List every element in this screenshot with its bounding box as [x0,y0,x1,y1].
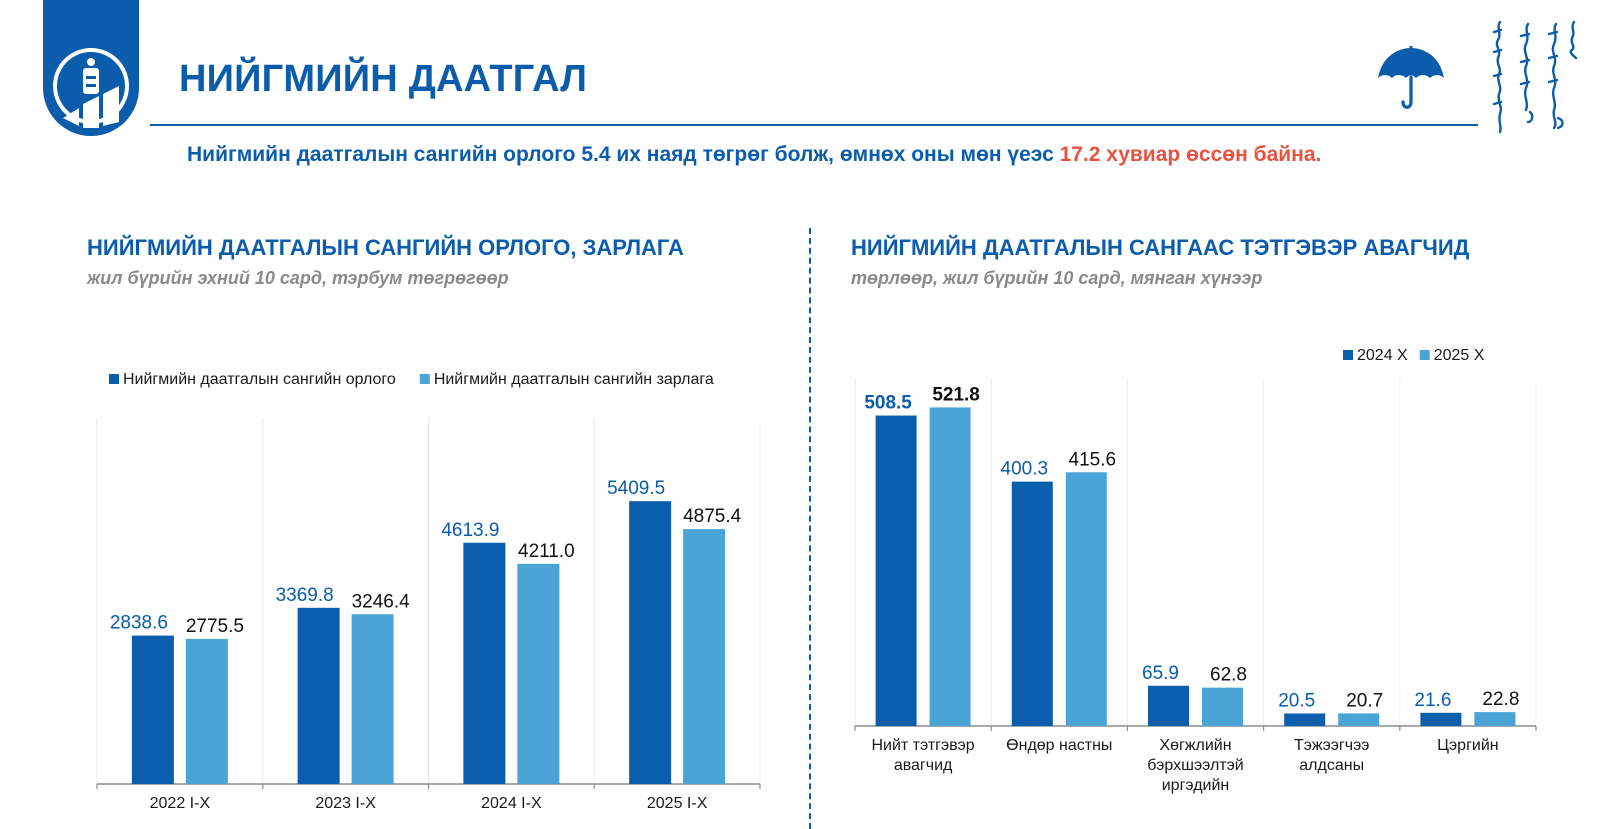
data-label: 20.7 [1346,690,1383,711]
bar-series2 [1338,713,1380,726]
legend-swatch [1343,350,1353,360]
mongol-script-icon [1492,20,1578,134]
data-label: 3246.4 [352,591,411,612]
x-tick-label: бэрхшээлтэй [1147,757,1243,774]
data-label: 22.8 [1482,689,1519,710]
data-label: 4875.4 [683,506,742,527]
data-label: 521.8 [932,384,980,405]
bar-series2 [929,407,971,726]
x-tick-label: Өндөр настны [1006,737,1112,754]
chart2-subtitle: төрлөөр, жил бүрийн 10 сард, мянган хүнэ… [851,268,1263,288]
x-tick-label: 2025 I-X [647,795,708,812]
x-tick-label: Тэжээгчээ [1294,737,1369,754]
bar-series1 [1148,685,1189,726]
x-tick-label: 2022 I-X [150,795,211,812]
x-tick-label: авагчид [894,757,953,774]
state-emblem-icon [43,0,139,136]
data-label: 2775.5 [186,616,244,637]
data-label: 5409.5 [607,478,665,499]
section-divider [809,228,811,829]
bar-series2 [185,638,228,784]
data-label: 65.9 [1142,663,1179,684]
legend-label: Нийгмийн даатгалын сангийн зарлага [434,371,714,388]
x-tick-label: иргэдийн [1162,777,1230,794]
data-label: 508.5 [864,393,912,414]
data-label: 415.6 [1069,449,1117,470]
data-label: 3369.8 [276,585,334,606]
header-rule [150,124,1478,126]
chart1-subtitle: жил бүрийн эхний 10 сард, тэрбум төгрөгө… [87,268,509,288]
legend-swatch [109,374,119,384]
bar-series2 [1202,687,1243,726]
bar-series1 [1420,712,1462,726]
bar-series1 [1011,481,1053,726]
summary-highlight: 17.2 хувиар өссөн байна. [1059,143,1322,166]
x-tick-label: Хөгжлийн [1159,737,1231,754]
data-label: 20.5 [1278,690,1315,711]
legend-label: 2025 X [1434,347,1485,364]
data-label: 2838.6 [110,613,168,634]
umbrella-icon [1378,46,1444,109]
data-label: 4211.0 [518,541,575,562]
data-label: 62.8 [1210,665,1247,686]
x-tick-label: Цэргийн [1437,737,1498,754]
bar-series2 [1474,712,1516,726]
x-tick-label: 2024 I-X [481,795,542,812]
legend-label: 2024 X [1357,347,1408,364]
summary-main: Нийгмийн даатгалын сангийн орлого 5.4 их… [187,143,1060,166]
page-title: НИЙГМИЙН ДААТГАЛ [179,58,588,100]
data-label: 400.3 [1001,459,1049,480]
summary-text: Нийгмийн даатгалын сангийн орлого 5.4 их… [187,137,1427,172]
legend-swatch [1419,350,1430,360]
data-label: 4613.9 [441,520,499,541]
x-tick-label: Нийт тэтгэвэр [871,737,974,754]
bar-series2 [351,614,394,784]
chart1-title: НИЙГМИЙН ДААТГАЛЫН САНГИЙН ОРЛОГО, ЗАРЛА… [87,235,684,260]
bar-series1 [131,635,174,784]
data-label: 21.6 [1414,690,1451,711]
bar-series2 [1065,472,1107,726]
bar-series2 [683,529,726,784]
bar-series1 [1284,713,1326,726]
bar-series1 [875,415,917,726]
bar-series2 [517,563,560,784]
x-tick-label: 2023 I-X [315,795,376,812]
bar-series1 [629,501,672,784]
bar-series1 [297,607,340,784]
bar-series1 [463,542,506,784]
legend-label: Нийгмийн даатгалын сангийн орлого [123,371,396,388]
chart2-title: НИЙГМИЙН ДААТГАЛЫН САНГААС ТЭТГЭВЭР АВАГ… [851,235,1470,260]
x-tick-label: алдсаны [1299,757,1364,774]
legend-swatch [419,374,430,384]
